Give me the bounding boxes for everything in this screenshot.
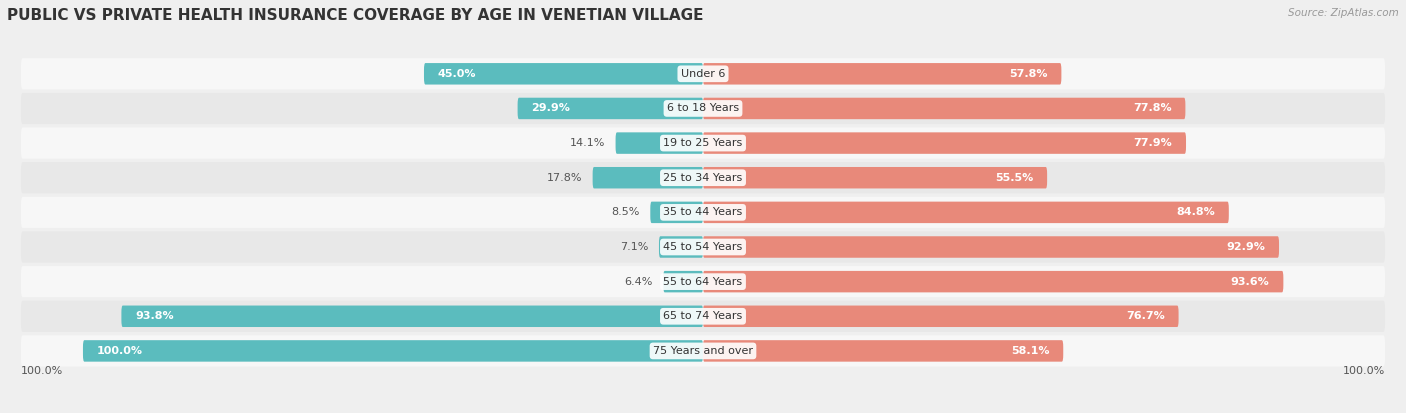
FancyBboxPatch shape [21, 58, 1385, 89]
Text: 19 to 25 Years: 19 to 25 Years [664, 138, 742, 148]
Text: Under 6: Under 6 [681, 69, 725, 79]
Text: 84.8%: 84.8% [1177, 207, 1215, 217]
Text: 76.7%: 76.7% [1126, 311, 1164, 321]
FancyBboxPatch shape [21, 162, 1385, 193]
Text: 7.1%: 7.1% [620, 242, 648, 252]
FancyBboxPatch shape [83, 340, 703, 362]
Text: 8.5%: 8.5% [612, 207, 640, 217]
FancyBboxPatch shape [21, 93, 1385, 124]
FancyBboxPatch shape [21, 128, 1385, 159]
Text: 45.0%: 45.0% [437, 69, 477, 79]
Text: PUBLIC VS PRIVATE HEALTH INSURANCE COVERAGE BY AGE IN VENETIAN VILLAGE: PUBLIC VS PRIVATE HEALTH INSURANCE COVER… [7, 8, 703, 23]
Text: 35 to 44 Years: 35 to 44 Years [664, 207, 742, 217]
FancyBboxPatch shape [21, 301, 1385, 332]
FancyBboxPatch shape [425, 63, 703, 85]
FancyBboxPatch shape [616, 132, 703, 154]
FancyBboxPatch shape [703, 167, 1047, 188]
Text: 6.4%: 6.4% [624, 277, 652, 287]
FancyBboxPatch shape [659, 236, 703, 258]
Text: 77.8%: 77.8% [1133, 103, 1171, 114]
FancyBboxPatch shape [703, 98, 1185, 119]
Text: 45 to 54 Years: 45 to 54 Years [664, 242, 742, 252]
Text: 55.5%: 55.5% [995, 173, 1033, 183]
Text: 14.1%: 14.1% [569, 138, 605, 148]
FancyBboxPatch shape [703, 63, 1062, 85]
FancyBboxPatch shape [21, 266, 1385, 297]
FancyBboxPatch shape [664, 271, 703, 292]
FancyBboxPatch shape [21, 231, 1385, 263]
FancyBboxPatch shape [703, 202, 1229, 223]
Text: 100.0%: 100.0% [1343, 366, 1385, 376]
FancyBboxPatch shape [703, 306, 1178, 327]
Text: 6 to 18 Years: 6 to 18 Years [666, 103, 740, 114]
FancyBboxPatch shape [517, 98, 703, 119]
FancyBboxPatch shape [593, 167, 703, 188]
Text: 75 Years and over: 75 Years and over [652, 346, 754, 356]
Text: 77.9%: 77.9% [1133, 138, 1173, 148]
Text: 58.1%: 58.1% [1011, 346, 1049, 356]
Text: 93.6%: 93.6% [1230, 277, 1270, 287]
Text: 92.9%: 92.9% [1226, 242, 1265, 252]
FancyBboxPatch shape [703, 271, 1284, 292]
Text: 100.0%: 100.0% [21, 366, 63, 376]
Text: 93.8%: 93.8% [135, 311, 174, 321]
FancyBboxPatch shape [121, 306, 703, 327]
FancyBboxPatch shape [703, 132, 1187, 154]
FancyBboxPatch shape [651, 202, 703, 223]
FancyBboxPatch shape [21, 335, 1385, 366]
Text: 100.0%: 100.0% [97, 346, 143, 356]
FancyBboxPatch shape [703, 236, 1279, 258]
Text: 57.8%: 57.8% [1010, 69, 1047, 79]
Text: 17.8%: 17.8% [547, 173, 582, 183]
Text: 65 to 74 Years: 65 to 74 Years [664, 311, 742, 321]
Text: 29.9%: 29.9% [531, 103, 571, 114]
Text: 55 to 64 Years: 55 to 64 Years [664, 277, 742, 287]
FancyBboxPatch shape [21, 197, 1385, 228]
FancyBboxPatch shape [703, 340, 1063, 362]
Text: 25 to 34 Years: 25 to 34 Years [664, 173, 742, 183]
Text: Source: ZipAtlas.com: Source: ZipAtlas.com [1288, 8, 1399, 18]
